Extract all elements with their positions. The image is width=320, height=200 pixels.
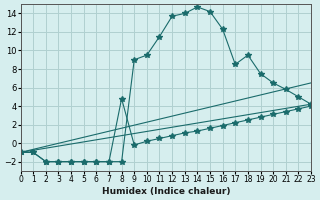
X-axis label: Humidex (Indice chaleur): Humidex (Indice chaleur) (101, 187, 230, 196)
